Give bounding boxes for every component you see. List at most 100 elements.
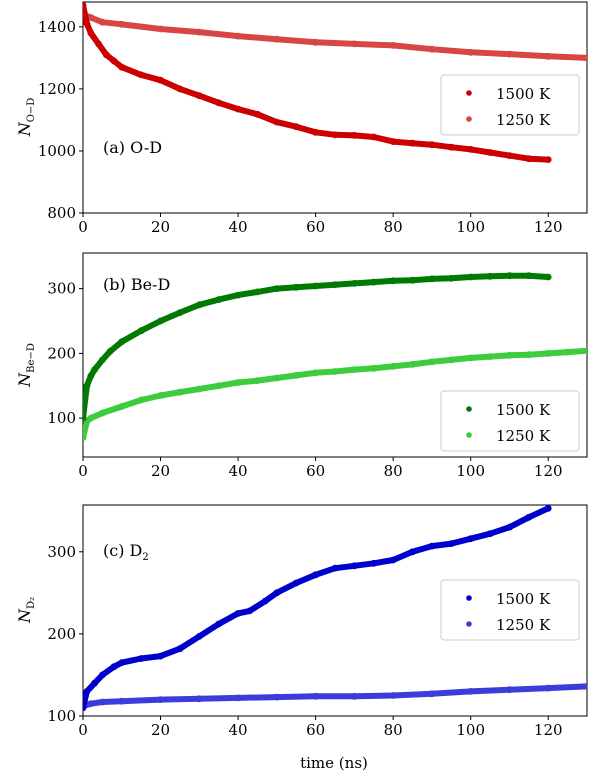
od-point <box>312 38 319 46</box>
od-legend-marker <box>466 90 472 96</box>
od-point <box>273 35 281 43</box>
od-point <box>176 85 184 93</box>
d2-point <box>195 633 203 640</box>
d2-y-tick-label: 200 <box>47 625 76 643</box>
d2-frame <box>82 504 588 717</box>
bed-point <box>447 274 455 282</box>
d2-legend-box <box>440 579 580 641</box>
bed-point <box>506 272 513 280</box>
d2-legend: 1500 K 1250 K <box>440 579 580 641</box>
d2-point <box>506 523 513 531</box>
panel-od: 0 20 40 60 80 100 120 800 1000 1200 1400 1500 K 1250… <box>15 1 588 236</box>
od-y-tick-label: 1200 <box>38 80 76 98</box>
panel-bed-plot-area: 0 20 40 60 80 100 120 100 200 300 1500 K 1250 K <box>47 252 588 480</box>
d2-point <box>273 693 281 701</box>
od-point <box>331 131 339 139</box>
bed-point <box>83 382 91 390</box>
bed-x-tick-label: 120 <box>534 462 563 480</box>
od-point <box>544 156 552 164</box>
od-point <box>254 110 261 118</box>
od-x-tick-label: 20 <box>151 218 170 236</box>
d2-point <box>409 548 416 556</box>
od-frame <box>82 1 588 214</box>
panel-d2-annotation: (c) D2 <box>103 541 149 563</box>
panel-d2-ylabel-main: N <box>15 608 34 624</box>
bed-point <box>467 273 475 281</box>
d2-x-tick-label: 20 <box>151 721 170 739</box>
bed-legend-marker <box>466 432 472 438</box>
od-point <box>234 105 242 113</box>
bed-point <box>312 369 319 377</box>
d2-point <box>157 696 164 703</box>
od-point <box>95 40 102 48</box>
bed-x-tick-label: 40 <box>229 462 248 480</box>
bed-point <box>83 414 87 422</box>
d2-x-tick-label: 0 <box>78 721 88 739</box>
od-legend-box <box>440 74 580 136</box>
d2-point <box>428 690 436 698</box>
od-x-tick-label: 60 <box>306 218 325 236</box>
od-y-tick-label: 800 <box>47 204 76 222</box>
d2-data <box>83 505 587 712</box>
bed-point <box>564 348 571 356</box>
od-point <box>110 57 118 65</box>
bed-point <box>195 385 203 393</box>
bed-legend-label: 1250 K <box>496 427 551 445</box>
d2-point <box>99 698 106 706</box>
od-point <box>370 133 378 141</box>
od-series-1250-k <box>83 11 587 61</box>
d2-point <box>525 513 533 521</box>
od-point <box>195 92 203 100</box>
bed-point <box>428 275 436 283</box>
od-point <box>467 146 475 153</box>
bed-point <box>234 379 242 386</box>
bed-x-tick-label: 0 <box>78 462 88 480</box>
d2-point <box>215 620 223 628</box>
od-point <box>525 155 533 163</box>
d2-x-tick-label: 120 <box>534 721 563 739</box>
bed-point <box>91 366 98 373</box>
d2-point <box>261 597 269 605</box>
bed-x-tick-label: 60 <box>306 462 325 480</box>
d2-series-1250-k <box>83 683 587 710</box>
bed-x-tick-label: 80 <box>384 462 403 480</box>
od-point <box>506 50 513 58</box>
od-point <box>215 99 223 107</box>
od-point <box>428 141 436 149</box>
bed-point <box>544 273 552 281</box>
bed-point <box>118 338 126 346</box>
od-point <box>351 132 358 139</box>
bed-y-tick-label: 100 <box>47 409 76 427</box>
d2-point <box>467 535 475 543</box>
bed-point <box>389 277 397 285</box>
od-x-tick-label: 40 <box>229 218 248 236</box>
bed-point <box>370 278 378 286</box>
bed-legend-marker <box>466 406 472 412</box>
od-x-tick-label: 0 <box>78 218 88 236</box>
d2-point <box>234 694 242 702</box>
d2-point <box>87 700 95 708</box>
od-point <box>234 32 242 40</box>
od-y-tick-label: 1000 <box>38 142 76 160</box>
d2-x-tick-label: 40 <box>229 721 248 739</box>
d2-legend-marker <box>466 595 472 601</box>
panel-bed: 0 20 40 60 80 100 120 100 200 300 1500 K 1250 K (b)… <box>15 252 588 480</box>
d2-point <box>273 589 281 597</box>
bed-data <box>83 272 587 441</box>
od-point <box>87 29 95 37</box>
od-point <box>102 51 110 59</box>
d2-point <box>137 655 145 662</box>
od-point <box>428 45 436 53</box>
od-point <box>273 118 281 126</box>
bed-point <box>447 356 455 364</box>
od-point <box>83 20 91 28</box>
od-point <box>99 18 106 26</box>
d2-point <box>312 692 319 700</box>
d2-point <box>389 692 397 699</box>
bed-point <box>254 377 261 384</box>
bed-point <box>215 296 223 303</box>
x-axis-label: time (ns) <box>300 754 368 772</box>
od-point <box>389 42 397 49</box>
bed-point <box>215 382 223 390</box>
